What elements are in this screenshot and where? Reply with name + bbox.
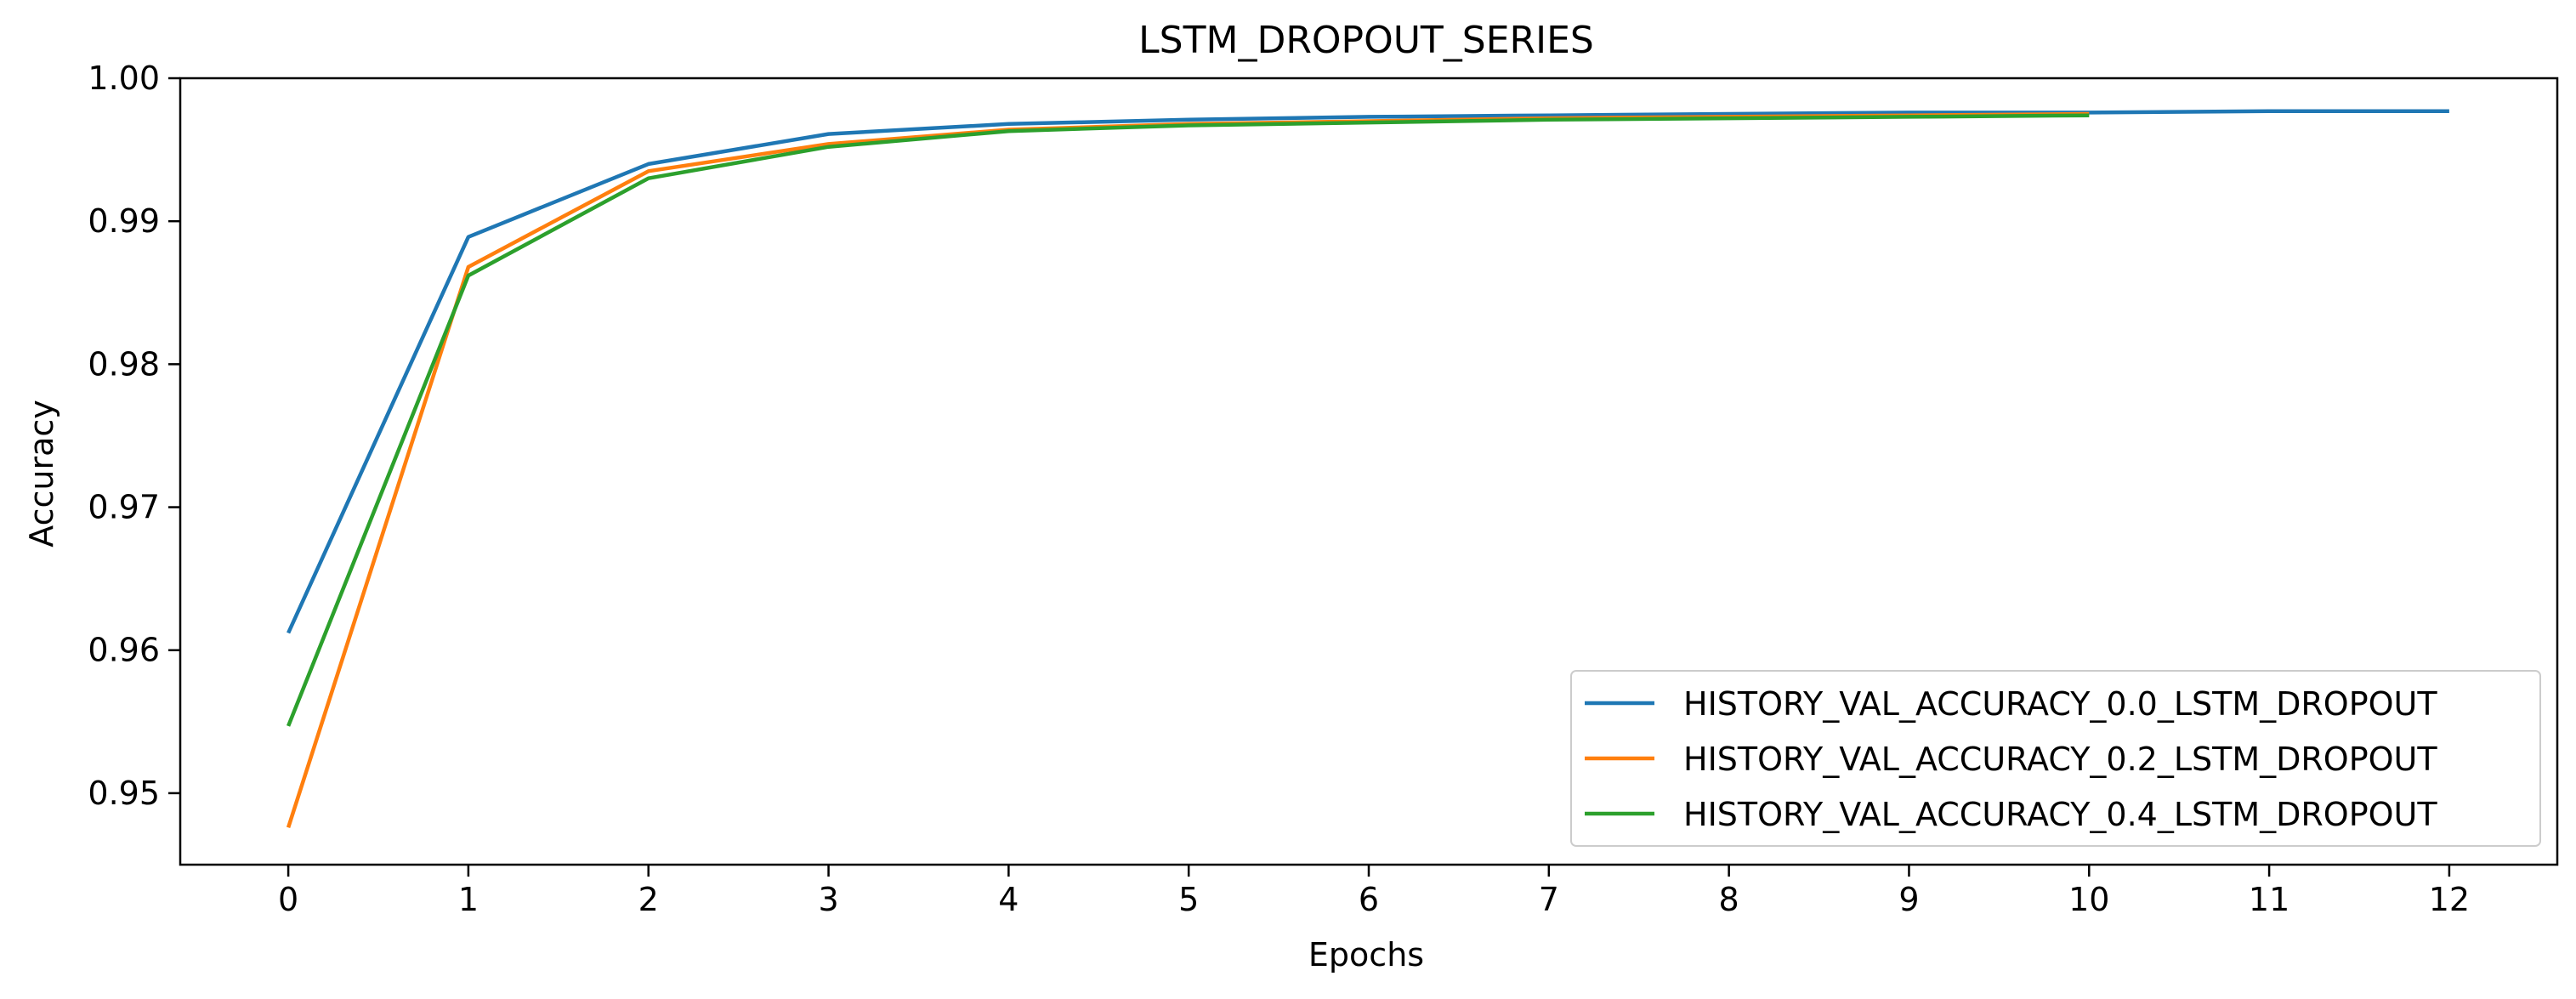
y-tick-label-4: 0.99 — [88, 202, 160, 240]
x-tick-label-11: 11 — [2249, 881, 2289, 918]
x-tick-label-0: 0 — [278, 881, 298, 918]
x-tick-label-1: 1 — [458, 881, 479, 918]
y-tick-label-1: 0.96 — [88, 632, 160, 669]
y-tick-label-0: 0.95 — [88, 775, 160, 812]
x-axis-label: Epochs — [1308, 936, 1424, 973]
x-tick-label-8: 8 — [1719, 881, 1739, 918]
x-tick-label-3: 3 — [818, 881, 838, 918]
chart-title: LSTM_DROPOUT_SERIES — [1138, 19, 1594, 62]
series-line-2 — [287, 113, 2090, 727]
legend-label-1: HISTORY_VAL_ACCURACY_0.2_LSTM_DROPOUT — [1683, 741, 2437, 778]
y-tick-label-3: 0.98 — [88, 345, 160, 383]
legend-box — [1570, 670, 2541, 847]
series-line-0 — [287, 109, 2449, 634]
legend-label-0: HISTORY_VAL_ACCURACY_0.0_LSTM_DROPOUT — [1683, 685, 2437, 723]
plot-area: 0 1 2 3 4 5 6 7 8 9 10 11 120.950.960.970.980.991.00 — [88, 60, 2559, 918]
x-tick-label-5: 5 — [1178, 881, 1199, 918]
legend-label-2: HISTORY_VAL_ACCURACY_0.4_LSTM_DROPOUT — [1683, 796, 2437, 833]
x-tick-label-10: 10 — [2068, 881, 2109, 918]
legend: HISTORY_VAL_ACCURACY_0.0_LSTM_DROPOUT HIS… — [1570, 670, 2541, 847]
y-tick-label-5: 1.00 — [88, 60, 160, 97]
x-tick-label-2: 2 — [638, 881, 659, 918]
x-tick-label-4: 4 — [998, 881, 1018, 918]
x-tick-label-6: 6 — [1359, 881, 1379, 918]
x-tick-label-9: 9 — [1898, 881, 1919, 918]
y-axis-label: Accuracy — [23, 400, 60, 548]
x-tick-label-7: 7 — [1539, 881, 1559, 918]
x-tick-label-12: 12 — [2429, 881, 2470, 918]
y-tick-label-2: 0.97 — [88, 489, 160, 526]
